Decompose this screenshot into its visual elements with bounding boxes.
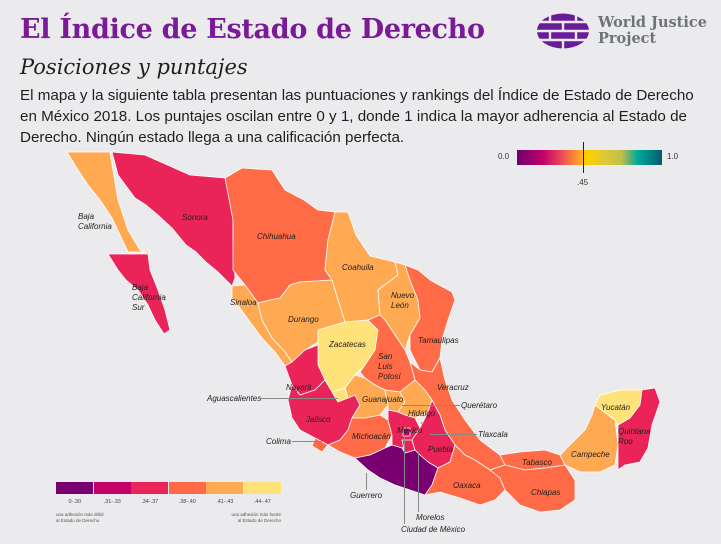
label-san-luis-potosi: San Luis Potosí (378, 352, 401, 381)
label-quintana-roo: Quintana Roo (618, 427, 651, 446)
intro-line: Derecho. Ningún estado llega a una calif… (20, 129, 405, 146)
label-durango: Durango (288, 315, 319, 324)
label-tamaulipas: Tamaulipas (418, 336, 459, 345)
scale-min: 0.0 (498, 152, 510, 161)
label-guerrero: Guerrero (350, 491, 383, 500)
intro-paragraph: El mapa y la siguiente tabla presentan l… (20, 85, 720, 148)
legend-swatch (206, 482, 243, 494)
label-queretaro: Querétaro (461, 401, 498, 410)
label-baja-california: Baja California (78, 212, 112, 231)
label-sonora: Sonora (182, 213, 208, 222)
label-yucatan: Yucatán (601, 403, 631, 412)
legend-swatch (168, 482, 206, 494)
state-baja-california (66, 151, 151, 255)
label-veracruz: Veracruz (437, 383, 469, 392)
legend-swatch (243, 482, 281, 494)
leader-cdmx (404, 436, 405, 524)
label-oaxaca: Oaxaca (453, 481, 481, 490)
page-title: El Índice de Estado de Derecho (20, 14, 485, 45)
label-guanajuato: Guanajuato (362, 395, 404, 404)
label-mexico: México (397, 426, 423, 435)
label-chiapas: Chiapas (531, 488, 561, 497)
legend-swatch (56, 482, 93, 494)
label-sinaloa: Sinaloa (230, 298, 257, 307)
scale-marker-label: .45 (577, 178, 589, 187)
legend-label: .31-.33 (103, 499, 121, 505)
label-morelos: Morelos (416, 513, 445, 522)
label-aguascalientes: Aguascalientes (207, 394, 262, 403)
state-cdmx (402, 427, 411, 437)
scale-marker-line (583, 142, 584, 173)
legend-label: .34-.37 (141, 499, 159, 505)
label-tabasco: Tabasco (522, 458, 552, 467)
scale-gradient-bar (517, 150, 662, 165)
legend-label: .41-.43 (216, 499, 234, 505)
legend: 0-.30 .31-.33 .34-.37 .38-.40 .41-.43 .4… (56, 482, 281, 523)
leader-guerrero (366, 473, 367, 490)
legend-caption-high: una adhesión más fuerte al Estado de Dere… (231, 512, 281, 523)
wjp-logo: World Justice Project (536, 12, 707, 50)
state-baja-california-sur (107, 253, 171, 335)
scale-max: 1.0 (667, 152, 679, 161)
label-jalisco: Jalisco (306, 415, 331, 424)
state-chiapas (489, 464, 576, 513)
label-campeche: Campeche (571, 450, 610, 459)
label-tlaxcala: Tlaxcala (478, 430, 508, 439)
state-sonora (111, 151, 236, 287)
page-subtitle: Posiciones y puntajes (20, 55, 248, 79)
state-quintana-roo (617, 387, 661, 471)
globe-icon (536, 13, 590, 49)
label-nayarit: Nayarit (286, 383, 312, 392)
intro-line: El mapa y la siguiente tabla presentan l… (20, 87, 694, 104)
logo-line1: World Justice (598, 14, 707, 31)
label-zacatecas: Zacatecas (329, 340, 366, 349)
label-puebla: Puebla (428, 445, 453, 454)
legend-swatch (93, 482, 131, 494)
legend-caption-low: una adhesión más débil al Estado de Derec… (56, 512, 104, 523)
state-guerrero (354, 444, 439, 496)
legend-label: 0-.30 (68, 499, 82, 505)
label-cdmx: Ciudad de México (401, 525, 466, 534)
leader-colima (292, 441, 322, 442)
leader-aguascalientes (258, 398, 338, 399)
label-michoacan: Michoacán (352, 432, 391, 441)
label-coahuila: Coahuila (342, 263, 374, 272)
label-chihuahua: Chihuahua (257, 232, 296, 241)
leader-tlaxcala (430, 434, 477, 435)
score-scale: 0.0 1.0 .45 (498, 142, 700, 198)
leader-morelos (418, 451, 419, 512)
intro-line: en México 2018. Los puntajes oscilan ent… (20, 108, 687, 125)
label-baja-california-sur: Baja California Sur (132, 283, 166, 312)
legend-label: .38-.40 (178, 499, 196, 505)
legend-label: .44-.47 (253, 499, 271, 505)
legend-swatch (131, 482, 168, 494)
leader-queretaro (402, 405, 460, 406)
label-colima: Colima (266, 437, 291, 446)
logo-line2: Project (598, 30, 657, 47)
label-nuevo-leon: Nuevo León (391, 291, 415, 310)
mexico-map (66, 151, 661, 513)
label-hidalgo: Hidalgo (408, 409, 436, 418)
